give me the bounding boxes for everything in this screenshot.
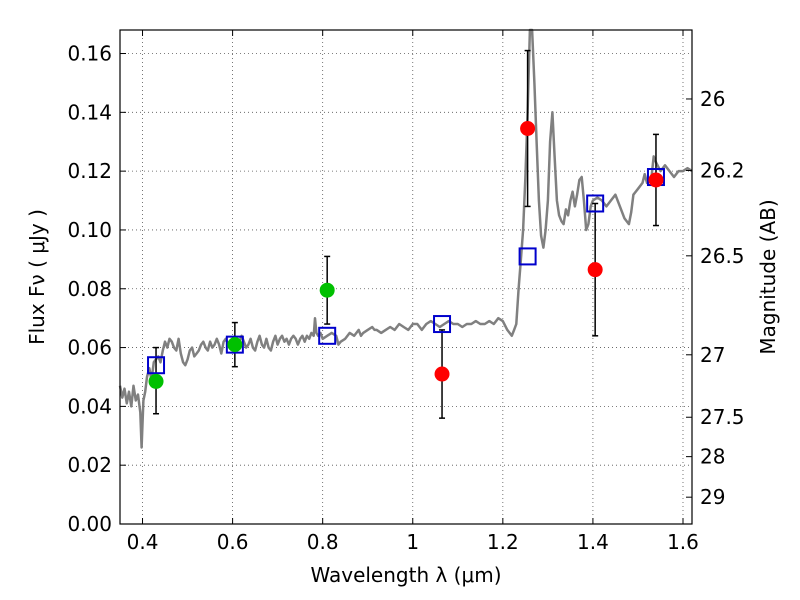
model-box xyxy=(433,315,452,334)
x-tick-label: 1.2 xyxy=(487,530,519,554)
model-box xyxy=(318,326,337,345)
x-tick-label: 0.4 xyxy=(127,530,159,554)
y-tick-label: 0.14 xyxy=(67,100,112,124)
grid xyxy=(120,30,692,524)
spectrum-series xyxy=(118,28,693,449)
model-box xyxy=(518,247,537,266)
red-point xyxy=(434,366,450,382)
ticks xyxy=(120,30,692,525)
x-tick-label: 1.6 xyxy=(667,530,699,554)
green-point xyxy=(319,282,335,298)
red-point xyxy=(648,172,664,188)
red-point xyxy=(520,121,536,137)
model-box xyxy=(225,335,244,354)
errorbars xyxy=(153,49,659,419)
right-tick-label: 26 xyxy=(700,87,725,111)
red-point xyxy=(587,262,603,278)
right-tick-label: 26.5 xyxy=(700,244,745,268)
model-box xyxy=(147,356,166,375)
y-tick-label: 0.04 xyxy=(67,394,112,418)
right-tick-label: 27.5 xyxy=(700,405,745,429)
spectrum-line xyxy=(118,28,693,449)
tick-labels: 0.4 0.6 0.8 1 1.2 1.4 1.6 0.00 0.02 0.04 0.06 0.08 0… xyxy=(67,42,744,554)
right-tick-label: 26.2 xyxy=(700,158,745,182)
y-tick-label: 0.08 xyxy=(67,277,112,301)
y-axis-right-label: Magnitude (AB) xyxy=(756,199,780,354)
green-point xyxy=(148,373,164,389)
y-tick-label: 0.16 xyxy=(67,42,112,66)
y-tick-label: 0.00 xyxy=(67,512,112,536)
y-tick-label: 0.02 xyxy=(67,453,112,477)
x-tick-label: 1.4 xyxy=(577,530,609,554)
x-axis-label: Wavelength λ (μm) xyxy=(310,563,501,587)
y-tick-label: 0.06 xyxy=(67,336,112,360)
x-tick-label: 1 xyxy=(406,530,419,554)
y-axis-label: Flux Fν ( μJy ) xyxy=(25,209,49,345)
model-boxes xyxy=(147,168,665,375)
plot-frame xyxy=(119,29,693,525)
y-tick-label: 0.12 xyxy=(67,159,112,183)
model-box xyxy=(586,194,605,213)
right-tick-label: 27 xyxy=(700,343,725,367)
right-tick-label: 29 xyxy=(700,485,725,509)
x-tick-label: 0.6 xyxy=(217,530,249,554)
observed-points xyxy=(148,121,664,389)
x-tick-label: 0.8 xyxy=(307,530,339,554)
y-tick-label: 0.10 xyxy=(67,218,112,242)
green-point xyxy=(227,337,243,353)
right-tick-label: 28 xyxy=(700,445,725,469)
